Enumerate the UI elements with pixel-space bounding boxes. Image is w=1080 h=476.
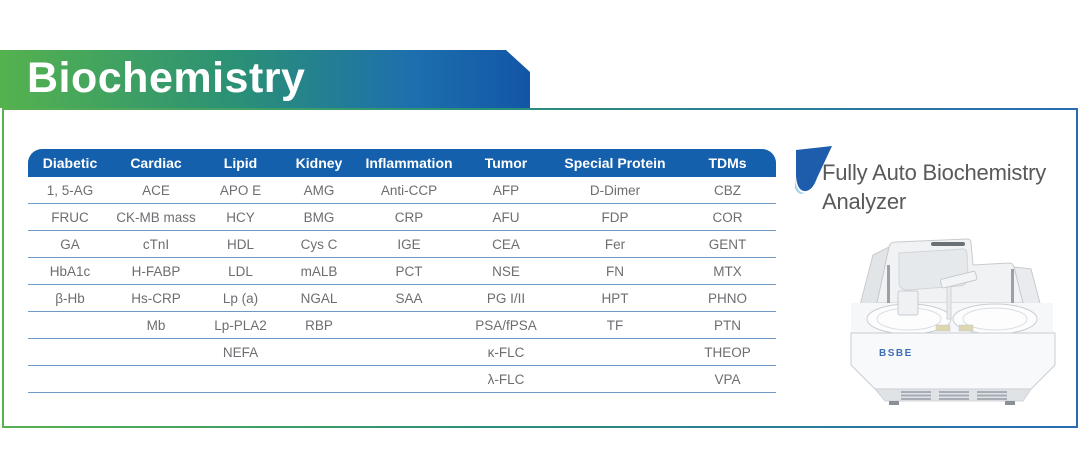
- column-header-special-protein: Special Protein: [551, 149, 679, 177]
- table-row: FRUC CK-MB mass HCY BMG CRP AFU FDP COR: [28, 204, 776, 231]
- table-header-row: Diabetic Cardiac Lipid Kidney Inflammati…: [28, 149, 776, 177]
- assay-cell: [551, 339, 679, 366]
- assay-cell: PSA/fPSA: [461, 312, 551, 339]
- assay-cell: [28, 366, 112, 393]
- assay-cell: FRUC: [28, 204, 112, 231]
- table-row: GA cTnI HDL Cys C IGE CEA Fer GENT: [28, 231, 776, 258]
- assay-cell: VPA: [679, 366, 776, 393]
- assay-cell: [28, 339, 112, 366]
- assay-cell: RBP: [281, 312, 357, 339]
- table-row: β-Hb Hs-CRP Lp (a) NGAL SAA PG I/II HPT …: [28, 285, 776, 312]
- table-row: NEFA κ-FLC THEOP: [28, 339, 776, 366]
- assay-cell: Lp (a): [200, 285, 281, 312]
- assay-cell: [281, 366, 357, 393]
- column-header-inflammation: Inflammation: [357, 149, 461, 177]
- device-brand-label: BSBE: [879, 348, 913, 359]
- assay-cell: Lp-PLA2: [200, 312, 281, 339]
- assay-cell: TF: [551, 312, 679, 339]
- assay-cell: Hs-CRP: [112, 285, 200, 312]
- assay-cell: [357, 366, 461, 393]
- assay-cell: AFP: [461, 177, 551, 204]
- assay-cell: Cys C: [281, 231, 357, 258]
- assay-cell: NEFA: [200, 339, 281, 366]
- assay-cell: CEA: [461, 231, 551, 258]
- assay-cell: [281, 339, 357, 366]
- assay-cell: MTX: [679, 258, 776, 285]
- assay-cell: λ-FLC: [461, 366, 551, 393]
- assay-cell: D-Dimer: [551, 177, 679, 204]
- assay-cell: BMG: [281, 204, 357, 231]
- assay-cell: [357, 339, 461, 366]
- column-header-cardiac: Cardiac: [112, 149, 200, 177]
- assay-table: Diabetic Cardiac Lipid Kidney Inflammati…: [28, 149, 776, 393]
- assay-cell: HbA1c: [28, 258, 112, 285]
- assay-cell: HCY: [200, 204, 281, 231]
- column-header-lipid: Lipid: [200, 149, 281, 177]
- assay-cell: Anti-CCP: [357, 177, 461, 204]
- table-row: Mb Lp-PLA2 RBP PSA/fPSA TF PTN: [28, 312, 776, 339]
- assay-cell: CRP: [357, 204, 461, 231]
- column-header-tdms: TDMs: [679, 149, 776, 177]
- product-heading: Fully Auto Biochemistry Analyzer: [822, 160, 1047, 215]
- assay-cell: PG I/II: [461, 285, 551, 312]
- assay-cell: LDL: [200, 258, 281, 285]
- column-header-kidney: Kidney: [281, 149, 357, 177]
- column-header-tumor: Tumor: [461, 149, 551, 177]
- assay-cell: [357, 312, 461, 339]
- assay-cell: PCT: [357, 258, 461, 285]
- assay-cell: HPT: [551, 285, 679, 312]
- assay-cell: GENT: [679, 231, 776, 258]
- header-banner: Biochemistry: [0, 50, 530, 108]
- assay-cell: ACE: [112, 177, 200, 204]
- assay-cell: [112, 339, 200, 366]
- assay-cell: AMG: [281, 177, 357, 204]
- assay-cell: [112, 366, 200, 393]
- assay-cell: Mb: [112, 312, 200, 339]
- assay-cell: HDL: [200, 231, 281, 258]
- assay-cell: PTN: [679, 312, 776, 339]
- assay-cell: IGE: [357, 231, 461, 258]
- table-row: HbA1c H-FABP LDL mALB PCT NSE FN MTX: [28, 258, 776, 285]
- assay-cell: COR: [679, 204, 776, 231]
- assay-cell: 1, 5-AG: [28, 177, 112, 204]
- assay-cell: CBZ: [679, 177, 776, 204]
- assay-cell: FDP: [551, 204, 679, 231]
- assay-cell: FN: [551, 258, 679, 285]
- assay-cell: mALB: [281, 258, 357, 285]
- assay-cell: [28, 312, 112, 339]
- table-row: 1, 5-AG ACE APO E AMG Anti-CCP AFP D-Dim…: [28, 177, 776, 204]
- assay-cell: H-FABP: [112, 258, 200, 285]
- assay-cell: [200, 366, 281, 393]
- assay-cell: PHNO: [679, 285, 776, 312]
- assay-cell: AFU: [461, 204, 551, 231]
- assay-cell: GA: [28, 231, 112, 258]
- analyzer-image: BSBE: [850, 238, 1056, 405]
- assay-cell: APO E: [200, 177, 281, 204]
- assay-cell: NGAL: [281, 285, 357, 312]
- page-title: Biochemistry: [27, 54, 306, 102]
- assay-cell: CK-MB mass: [112, 204, 200, 231]
- assay-cell: κ-FLC: [461, 339, 551, 366]
- assay-cell: NSE: [461, 258, 551, 285]
- table-row: λ-FLC VPA: [28, 366, 776, 393]
- assay-cell: β-Hb: [28, 285, 112, 312]
- blue-ribbon-flag-icon: [795, 146, 832, 194]
- assay-cell: cTnI: [112, 231, 200, 258]
- assay-cell: THEOP: [679, 339, 776, 366]
- assay-cell: [551, 366, 679, 393]
- column-header-diabetic: Diabetic: [28, 149, 112, 177]
- assay-cell: SAA: [357, 285, 461, 312]
- assay-cell: Fer: [551, 231, 679, 258]
